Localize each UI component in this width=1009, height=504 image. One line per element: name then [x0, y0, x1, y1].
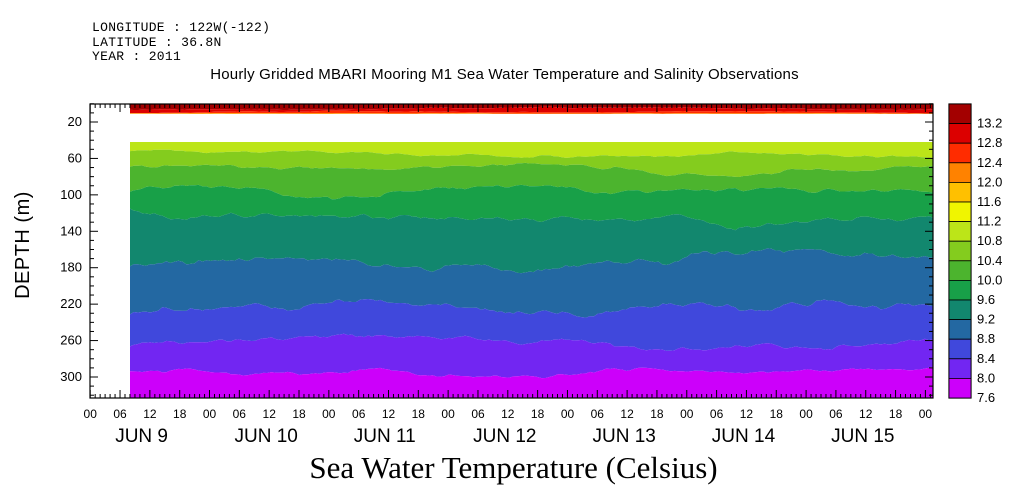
svg-text:JUN 15: JUN 15 — [831, 426, 894, 447]
svg-text:260: 260 — [60, 333, 82, 348]
svg-text:JUN 10: JUN 10 — [235, 426, 298, 447]
svg-text:60: 60 — [68, 150, 82, 165]
svg-text:100: 100 — [60, 187, 82, 202]
svg-text:00: 00 — [84, 407, 98, 421]
svg-text:JUN 9: JUN 9 — [115, 426, 168, 447]
svg-text:12: 12 — [620, 407, 634, 421]
svg-text:06: 06 — [829, 407, 843, 421]
svg-text:12.8: 12.8 — [977, 135, 1002, 150]
svg-text:18: 18 — [292, 407, 306, 421]
svg-text:06: 06 — [471, 407, 485, 421]
svg-text:18: 18 — [412, 407, 426, 421]
svg-text:06: 06 — [113, 407, 127, 421]
svg-text:12: 12 — [859, 407, 873, 421]
svg-text:06: 06 — [233, 407, 247, 421]
svg-text:12: 12 — [501, 407, 515, 421]
svg-text:11.2: 11.2 — [977, 214, 1001, 229]
svg-text:12.0: 12.0 — [977, 174, 1002, 189]
svg-text:300: 300 — [60, 369, 82, 384]
svg-text:18: 18 — [650, 407, 664, 421]
svg-text:JUN 14: JUN 14 — [712, 426, 776, 447]
svg-text:00: 00 — [919, 407, 933, 421]
svg-text:06: 06 — [591, 407, 605, 421]
svg-text:12.4: 12.4 — [977, 155, 1002, 170]
svg-text:8.0: 8.0 — [977, 370, 995, 385]
svg-text:180: 180 — [60, 260, 82, 275]
svg-text:06: 06 — [352, 407, 366, 421]
svg-text:140: 140 — [60, 223, 82, 238]
svg-text:10.8: 10.8 — [977, 233, 1002, 248]
svg-text:18: 18 — [770, 407, 784, 421]
svg-text:00: 00 — [441, 407, 455, 421]
svg-text:12: 12 — [263, 407, 277, 421]
svg-text:JUN 12: JUN 12 — [473, 426, 536, 447]
svg-text:00: 00 — [680, 407, 694, 421]
svg-text:18: 18 — [889, 407, 903, 421]
svg-text:220: 220 — [60, 296, 82, 311]
svg-text:JUN 13: JUN 13 — [593, 426, 656, 447]
svg-text:13.2: 13.2 — [977, 116, 1002, 131]
svg-text:00: 00 — [322, 407, 336, 421]
svg-text:9.2: 9.2 — [977, 312, 995, 327]
svg-text:06: 06 — [710, 407, 724, 421]
svg-text:00: 00 — [561, 407, 575, 421]
svg-text:JUN 11: JUN 11 — [354, 426, 416, 447]
svg-text:11.6: 11.6 — [977, 194, 1001, 209]
svg-text:9.6: 9.6 — [977, 292, 995, 307]
svg-text:7.6: 7.6 — [977, 390, 995, 405]
svg-text:12: 12 — [382, 407, 396, 421]
svg-text:20: 20 — [68, 114, 82, 129]
svg-text:12: 12 — [143, 407, 157, 421]
svg-text:10.4: 10.4 — [977, 253, 1002, 268]
svg-text:00: 00 — [203, 407, 217, 421]
svg-text:8.8: 8.8 — [977, 331, 995, 346]
svg-text:18: 18 — [173, 407, 187, 421]
svg-text:8.4: 8.4 — [977, 351, 995, 366]
svg-text:00: 00 — [799, 407, 813, 421]
svg-text:10.0: 10.0 — [977, 272, 1002, 287]
svg-text:12: 12 — [740, 407, 754, 421]
svg-text:18: 18 — [531, 407, 545, 421]
